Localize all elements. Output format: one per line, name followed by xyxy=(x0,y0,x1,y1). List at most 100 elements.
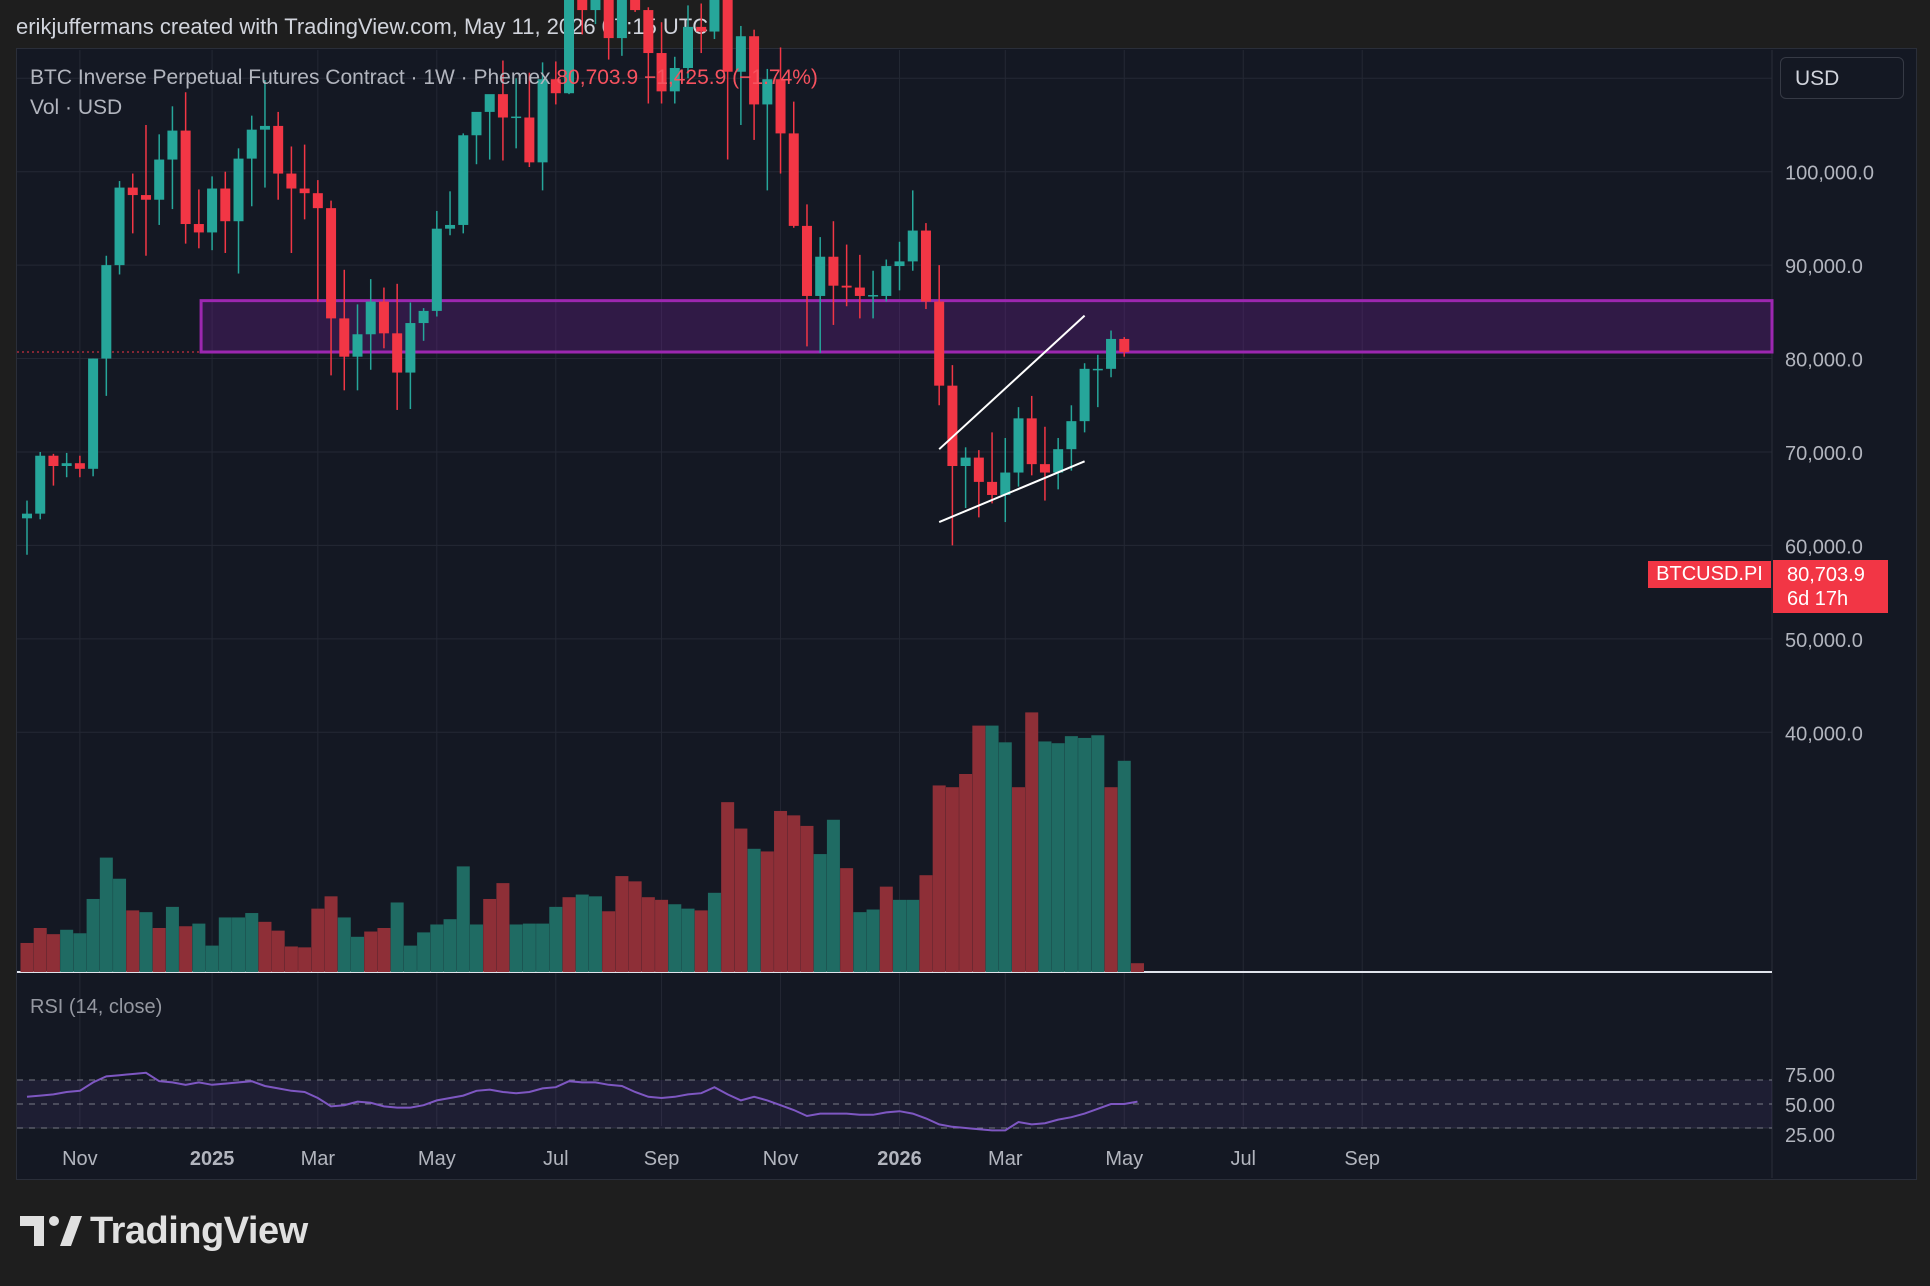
symbol-price-label: BTCUSD.PI xyxy=(1648,561,1771,588)
tradingview-logo-icon xyxy=(20,1210,82,1253)
candle-body xyxy=(669,67,680,92)
volume-bar xyxy=(351,936,364,972)
price-tick-label: 80,000.0 xyxy=(1785,350,1863,372)
candle-body xyxy=(207,188,218,233)
volume-bar xyxy=(760,851,774,972)
volume-bar xyxy=(813,854,827,972)
candle-body xyxy=(61,463,72,467)
volume-bar xyxy=(232,917,246,972)
volume-bar xyxy=(826,819,840,972)
time-tick-label: Mar xyxy=(988,1148,1023,1170)
volume-bar xyxy=(60,929,74,972)
candle-body xyxy=(246,129,257,159)
volume-bar xyxy=(509,924,523,972)
candle-body xyxy=(881,266,892,296)
candle-body xyxy=(1106,338,1117,369)
volume-bar xyxy=(165,906,179,972)
volume-bar xyxy=(707,892,721,972)
price-axis-value: 80,703.9 xyxy=(1787,564,1865,586)
candle-body xyxy=(193,224,204,233)
candle-body xyxy=(1013,418,1024,473)
price-tick-label: 70,000.0 xyxy=(1785,443,1863,465)
candle-body xyxy=(259,125,270,130)
channel-line-upper xyxy=(938,314,1086,450)
volume-bar xyxy=(86,898,100,972)
volume-legend[interactable]: Vol · USD xyxy=(30,96,123,119)
candle-body xyxy=(140,195,151,200)
candle-body xyxy=(749,36,760,105)
candle-body xyxy=(378,301,389,334)
candle-body xyxy=(458,135,469,225)
volume-bar xyxy=(390,902,404,972)
volume-bar xyxy=(853,912,867,972)
candle-body xyxy=(48,455,59,467)
candle-body xyxy=(550,79,561,94)
symbol-title[interactable]: BTC Inverse Perpetual Futures Contract ·… xyxy=(30,66,551,89)
currency-button[interactable]: USD xyxy=(1780,57,1904,99)
volume-bar xyxy=(959,774,973,972)
symbol-legend[interactable]: BTC Inverse Perpetual Futures Contract ·… xyxy=(30,66,818,90)
candle-body xyxy=(894,261,905,267)
volume-bar xyxy=(113,878,127,972)
candle-body xyxy=(74,463,85,469)
volume-bar xyxy=(403,945,417,972)
candle-body xyxy=(233,158,244,222)
candle-body xyxy=(1079,368,1090,422)
candle-body xyxy=(775,79,786,134)
candle-body xyxy=(286,173,297,189)
candle-body xyxy=(326,208,337,319)
volume-bar xyxy=(588,896,602,972)
volume-bar xyxy=(245,913,259,972)
volume-bar xyxy=(562,897,576,972)
volume-bar xyxy=(192,923,206,972)
time-tick-label: May xyxy=(1105,1148,1143,1170)
candle-body xyxy=(299,188,310,194)
tradingview-logo[interactable]: TradingView xyxy=(20,1210,308,1253)
volume-bar xyxy=(1051,743,1065,972)
candle-body xyxy=(445,224,456,229)
candle-body xyxy=(418,310,429,324)
volume-bar xyxy=(536,923,550,972)
candle-body xyxy=(88,358,99,469)
candle-body xyxy=(801,225,812,296)
volume-bar xyxy=(205,945,219,972)
candle-body xyxy=(973,457,984,482)
time-tick-label: Nov xyxy=(763,1148,799,1170)
candle-body xyxy=(722,0,733,72)
candle-body xyxy=(603,0,614,39)
candle-body xyxy=(709,0,720,32)
volume-bar xyxy=(311,908,325,972)
candle-body xyxy=(577,0,588,11)
candle-body xyxy=(1092,368,1103,371)
volume-bar xyxy=(840,868,854,972)
candle-body xyxy=(683,26,693,68)
resistance-zone xyxy=(199,299,1774,354)
volume-bar xyxy=(668,904,682,972)
volume-bar xyxy=(747,848,761,972)
rsi-tick-label: 25.00 xyxy=(1785,1125,1835,1147)
volume-bar xyxy=(456,866,470,972)
volume-bar xyxy=(906,899,920,972)
candle-body xyxy=(537,79,548,163)
candle-body xyxy=(352,334,363,357)
candle-body xyxy=(1026,418,1037,465)
volume-bar xyxy=(655,899,669,972)
volume-bar xyxy=(681,908,695,972)
price-tick-label: 40,000.0 xyxy=(1785,723,1863,745)
candle-body xyxy=(788,133,799,226)
volume-bar xyxy=(694,910,708,972)
volume-bar xyxy=(99,857,113,972)
candle-body xyxy=(1000,472,1011,495)
volume-bar xyxy=(1117,760,1131,972)
candle-body xyxy=(392,333,403,373)
volume-bar xyxy=(641,897,655,972)
volume-bar xyxy=(734,828,748,972)
tradingview-logo-text: TradingView xyxy=(90,1210,308,1252)
volume-bar xyxy=(932,785,946,972)
candle-body xyxy=(656,53,667,92)
volume-bar xyxy=(972,725,986,972)
rsi-legend[interactable]: RSI (14, close) xyxy=(30,996,163,1018)
candle-body xyxy=(312,193,323,209)
candle-body xyxy=(762,79,773,105)
last-price: 80,703.9 xyxy=(556,66,639,89)
